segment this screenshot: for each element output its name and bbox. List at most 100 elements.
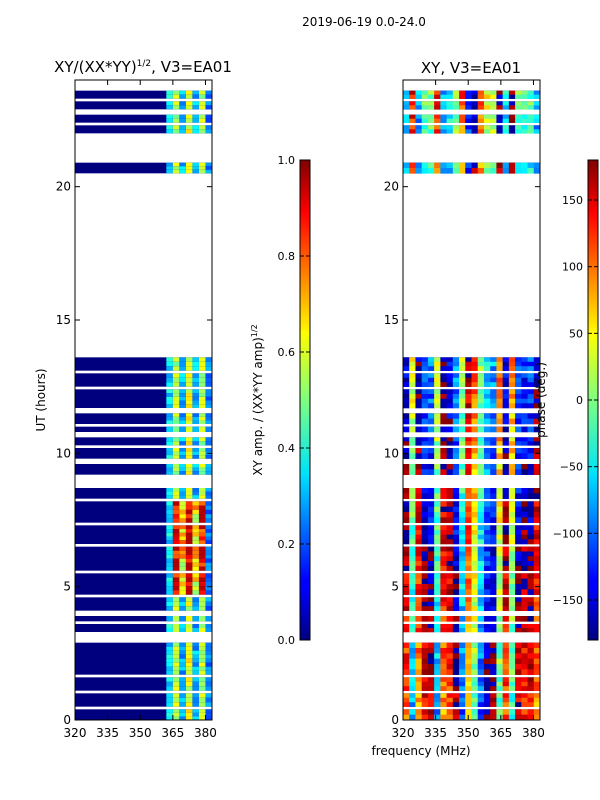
phase-cell [496,606,504,611]
phase-cell [502,469,510,475]
amplitude-data-band [75,448,212,459]
phase-cell [459,488,466,494]
phase-cell [421,693,429,699]
amplitude-cell [205,455,212,459]
amplitude-cell [198,90,206,95]
phase-cell [440,578,448,585]
amplitude-cell [179,90,186,95]
phase-cell [521,437,529,442]
phase-cell [477,653,485,659]
phase-cell [421,686,429,691]
phase-cell [409,506,416,513]
phase-cell [496,114,504,119]
phase-cell [446,105,454,110]
phase-cell [502,125,510,130]
phase-cell [477,709,485,715]
phase-cell [440,606,448,611]
phase-cell [496,642,504,649]
phase-cell [483,373,491,379]
phase-cell [403,398,410,404]
phase-cell [483,506,491,513]
phase-cell [403,624,410,629]
amplitude-cell [166,662,173,667]
amplitude-cell [185,491,193,496]
amplitude-cell [192,697,199,703]
phase-cell [452,129,460,134]
phase-cell [440,105,448,110]
phase-cell [515,686,522,691]
phase-cell [427,366,435,371]
amplitude-cell [179,169,186,174]
amplitude-cell [172,642,180,647]
phase-cell [427,448,435,454]
amplitude-cell [198,169,206,174]
phase-cell [471,653,479,659]
phase-cell [440,101,448,106]
phase-cell [434,162,441,169]
phase-cell [490,418,497,425]
phase-cell [477,448,485,454]
amplitude-cell [198,400,206,405]
phase-cell [477,664,485,670]
phase-cell [415,118,423,123]
phase-cell [483,681,491,687]
phase-cell [502,437,510,442]
phase-cell [452,551,460,557]
amplitude-cell [205,554,212,559]
phase-cell [459,94,466,99]
phase-cell [521,686,529,691]
phase-cell [502,105,510,110]
phase-cell [508,357,516,363]
phase-cell [533,709,540,715]
amplitude-cell [172,628,180,632]
phase-cell [403,506,410,513]
phase-cell [521,413,529,419]
phase-cell [483,686,491,691]
phase-cell [521,669,529,675]
amplitude-cell [192,101,199,106]
phase-cell [533,606,540,611]
phase-cell [483,539,491,545]
phase-cell [415,464,423,470]
phase-cell [403,493,410,499]
phase-cell [415,669,423,675]
phase-cell [452,413,460,419]
amplitude-cell [172,681,180,687]
phase-cell [490,129,497,134]
phase-cell [508,709,516,715]
phase-cell [533,702,540,707]
amplitude-cell [179,455,186,459]
phase-cell [471,624,479,629]
phase-cell [490,597,497,603]
phase-cell [502,441,510,446]
phase-cell [465,648,472,654]
phase-cell [403,653,410,659]
phase-cell [527,413,535,419]
phase-cell [471,584,479,590]
phase-cell [471,616,479,622]
phase-cell [471,168,479,174]
phase-cell [452,501,460,507]
amplitude-cell [179,471,186,475]
phase-cell [502,357,510,363]
phase-cell [483,418,491,425]
amplitude-cell [205,389,212,394]
phase-cell [527,517,535,523]
amplitude-cell [166,90,173,95]
amplitude-cell [179,650,186,655]
phase-cell [452,606,460,611]
x-tick-label: 380 [194,726,217,740]
phase-cell [477,394,485,399]
phase-cell [465,125,472,130]
phase-cell [483,702,491,707]
phase-cell [496,437,504,442]
phase-cell [533,539,540,545]
phase-cell [490,714,497,720]
amplitude-data-band [75,90,212,99]
phase-cell [471,681,479,687]
amplitude-cell [205,404,212,408]
phase-cell [515,398,522,404]
amplitude-cell [185,129,193,134]
phase-cell [440,453,448,459]
amplitude-cell [205,501,212,506]
